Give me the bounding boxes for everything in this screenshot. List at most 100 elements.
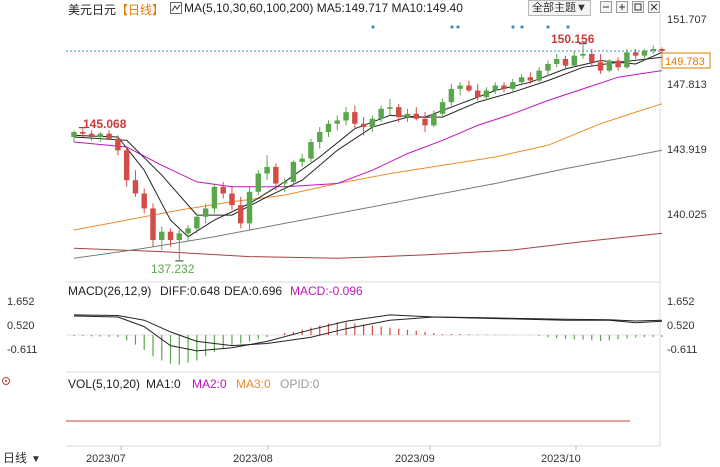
chart-title: 美元日元【日线】	[68, 1, 164, 18]
fullscreen-icon[interactable]	[632, 1, 644, 13]
candle-body	[632, 52, 639, 56]
candle-body	[597, 62, 604, 71]
macd-dif-line	[73, 314, 663, 352]
period-dropdown-icon: ▼	[31, 454, 41, 465]
ma200-line	[73, 232, 663, 259]
price-tick-0: 151.707	[667, 14, 707, 26]
signal-dot	[371, 25, 375, 29]
candle-body	[80, 132, 86, 134]
macd-dea-line	[73, 314, 663, 347]
candle-body	[220, 186, 226, 194]
pair-name: 美元日元	[68, 3, 117, 17]
candle-body	[246, 191, 253, 224]
candle-body	[404, 113, 411, 118]
signal-dot	[511, 25, 515, 29]
candle-body	[431, 113, 437, 126]
candle-body	[334, 120, 341, 124]
x-label-2: 2023/09	[395, 453, 435, 465]
vol-label: VOL(5,10,20)	[68, 377, 140, 391]
candle-body	[553, 58, 560, 64]
candle-body	[527, 77, 534, 81]
macd-dif-value: DIFF:0.648	[160, 284, 220, 298]
period-button[interactable]: 日线 ▼	[3, 452, 41, 466]
candle-body	[545, 63, 551, 71]
signal-dot	[566, 25, 570, 29]
candle-body	[97, 133, 104, 138]
period-label[interactable]: 【日线】	[116, 3, 165, 17]
candle-body	[159, 231, 165, 240]
candle-body	[422, 118, 428, 126]
macd-tick-1: 0.520	[667, 320, 695, 332]
macd-tick-3: 1.652	[7, 296, 35, 308]
candle-body	[562, 58, 569, 66]
grid	[66, 14, 662, 447]
candle-body	[413, 113, 419, 119]
ma10-line	[73, 56, 663, 216]
candle-body	[492, 85, 498, 91]
signal-dot	[546, 25, 550, 29]
vol-ma1: MA1:0	[146, 377, 181, 391]
ma-line-icon	[170, 2, 182, 14]
signal-dot	[520, 25, 524, 29]
candle-body	[71, 132, 77, 138]
candle-body	[536, 70, 542, 81]
candle-body	[229, 193, 235, 206]
candle-body	[369, 118, 376, 128]
zoom-out-icon[interactable]	[600, 1, 612, 13]
candle-body	[167, 231, 174, 240]
macd-tick-0: 1.652	[667, 296, 695, 308]
candle-body	[317, 132, 323, 143]
zoom-in-icon[interactable]	[616, 1, 628, 13]
macd-tick-4: 0.520	[7, 320, 35, 332]
annotation-high: 150.156	[551, 32, 595, 46]
ma30-line	[73, 70, 663, 188]
macd-dea-value: DEA:0.696	[224, 284, 282, 298]
macd-label: MACD(26,12,9)	[68, 284, 151, 298]
candle-body	[325, 123, 332, 133]
candle-body	[483, 90, 490, 98]
candle-body	[123, 150, 130, 181]
candle-body	[132, 180, 139, 194]
close-icon[interactable]	[648, 1, 660, 13]
candle-body	[255, 173, 262, 192]
candle-body	[264, 166, 270, 174]
candle-body	[571, 55, 577, 66]
candles	[71, 43, 665, 262]
theme-selector-button[interactable]: 全部主题▼	[528, 0, 591, 16]
candle-body	[273, 166, 279, 184]
macd-hist-value: MACD:-0.096	[290, 284, 363, 298]
candle-body	[466, 85, 472, 91]
ma-legend: MA(5,10,30,60,100,200) MA5:149.717 MA10:…	[184, 1, 463, 15]
candle-body	[202, 208, 209, 217]
candle-body	[185, 228, 191, 234]
candle-body	[352, 112, 358, 124]
candle-body	[194, 216, 200, 229]
candle-body	[439, 102, 446, 114]
candle-body	[518, 77, 525, 83]
vol-ma2: MA2:0	[192, 377, 227, 391]
candle-body	[387, 107, 393, 109]
vol-opid: OPID:0	[280, 377, 320, 391]
ma-params: MA(5,10,30,60,100,200)	[184, 1, 314, 15]
macd-tick-5: -0.611	[7, 344, 37, 356]
candle-body	[448, 88, 455, 103]
candle-body	[150, 208, 156, 240]
candle-body	[211, 186, 218, 209]
candle-body	[290, 161, 297, 182]
candle-body	[238, 205, 244, 224]
candle-body	[176, 233, 183, 240]
candle-body	[589, 53, 595, 63]
crosshair-marker-icon[interactable]	[2, 377, 10, 385]
candle-body	[299, 158, 305, 162]
signal-dot	[456, 25, 460, 29]
vol-ma3: MA3:0	[236, 377, 271, 391]
ma5-line	[73, 51, 663, 238]
candle-body	[474, 90, 481, 98]
candle-body	[501, 85, 507, 89]
signal-dot	[450, 25, 454, 29]
candle-body	[615, 60, 621, 68]
candle-body	[659, 49, 665, 52]
candle-body	[106, 133, 112, 139]
candle-body	[395, 107, 402, 118]
